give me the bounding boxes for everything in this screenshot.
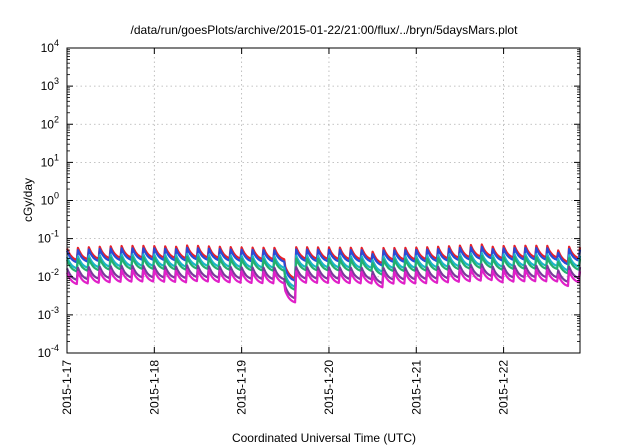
x-tick-label: 2015-1-19 <box>235 360 249 415</box>
y-tick-label: 104 <box>41 38 59 55</box>
x-tick-label: 2015-1-21 <box>409 360 423 415</box>
series-line <box>65 254 582 291</box>
series-line <box>65 251 582 288</box>
chart-title: /data/run/goesPlots/archive/2015-01-22/2… <box>131 23 519 37</box>
y-tick-label: 102 <box>41 114 59 131</box>
y-tick-label: 10-1 <box>38 229 59 246</box>
grid <box>66 47 580 354</box>
series-line <box>65 245 582 282</box>
y-tick-label: 103 <box>41 76 59 93</box>
y-tick-label: 101 <box>41 152 59 169</box>
x-tick-label: 2015-1-20 <box>322 360 336 415</box>
y-tick-label: 10-4 <box>38 343 59 360</box>
axis-ticks: 10-4 10-3 10-2 10-1 100 101 102 103 104 2015-1-17… <box>38 38 580 415</box>
series-group <box>65 243 582 304</box>
series-line <box>65 267 582 304</box>
x-axis-label: Coordinated Universal Time (UTC) <box>232 431 416 445</box>
x-tick-label: 2015-1-22 <box>497 360 511 415</box>
y-tick-label: 10-2 <box>38 267 59 284</box>
y-tick-label: 10-3 <box>38 305 59 322</box>
x-tick-label: 2015-1-18 <box>147 360 161 415</box>
series-line <box>65 263 582 300</box>
x-tick-label: 2015-1-17 <box>60 360 74 415</box>
y-tick-label: 100 <box>41 191 59 208</box>
y-axis-label: cGy/day <box>21 178 35 222</box>
